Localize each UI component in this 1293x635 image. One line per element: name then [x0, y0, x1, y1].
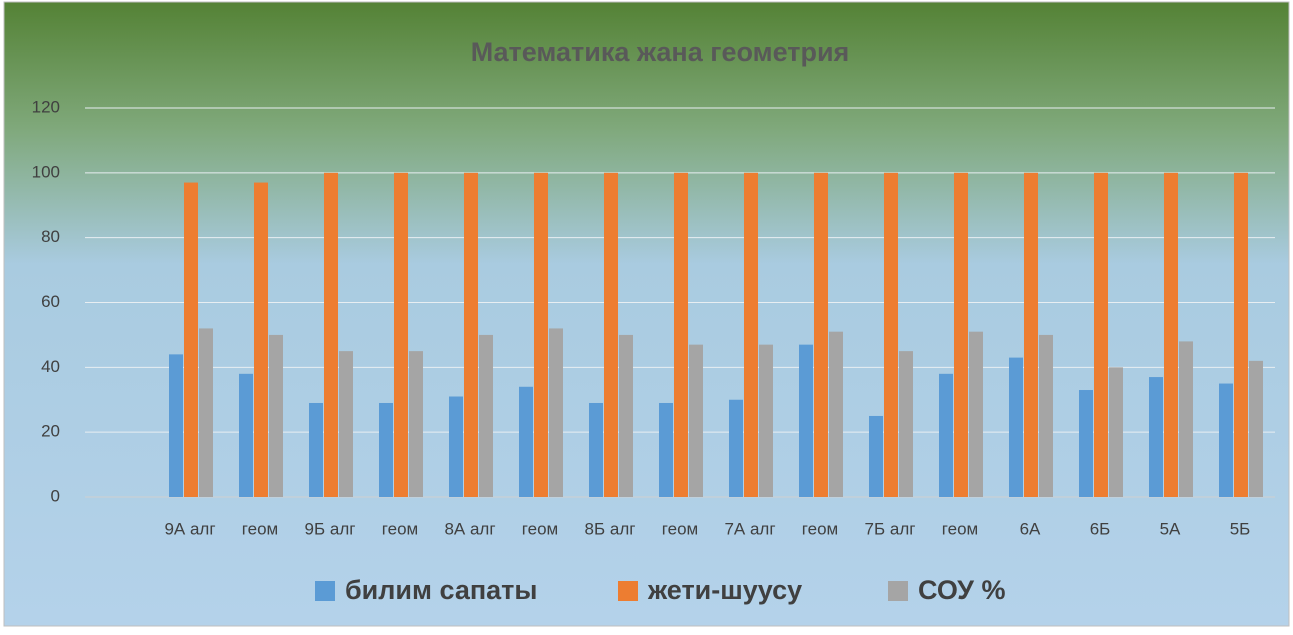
bar	[884, 172, 898, 498]
x-tick-label: геом	[382, 519, 418, 538]
y-tick-label: 40	[41, 357, 60, 376]
legend-swatch	[888, 581, 908, 601]
legend-swatch	[618, 581, 638, 601]
bar	[379, 402, 393, 497]
bar	[1164, 172, 1178, 498]
bar	[829, 331, 843, 497]
bar	[269, 334, 283, 497]
bar	[744, 172, 758, 498]
bar	[589, 402, 603, 497]
bar	[339, 351, 353, 497]
bar	[1179, 341, 1193, 497]
bar	[1009, 357, 1023, 497]
bar	[1234, 172, 1248, 498]
y-tick-label: 0	[51, 486, 60, 505]
bar	[1079, 390, 1093, 497]
bar	[169, 354, 183, 497]
x-tick-label: 5А	[1160, 519, 1181, 538]
bar	[1094, 172, 1108, 498]
bar	[1219, 383, 1233, 497]
bar	[239, 373, 253, 497]
bar	[799, 344, 813, 497]
bar	[939, 373, 953, 497]
bar	[409, 351, 423, 497]
bar	[1149, 377, 1163, 497]
bar	[324, 172, 338, 498]
bar	[729, 399, 743, 497]
bar	[1024, 172, 1038, 498]
x-tick-label: 7А алг	[724, 519, 775, 538]
y-tick-label: 120	[32, 97, 60, 116]
bar	[549, 328, 563, 497]
y-tick-label: 60	[41, 292, 60, 311]
bar	[954, 172, 968, 498]
bar	[659, 402, 673, 497]
chart-title: Математика жана геометрия	[471, 37, 850, 67]
x-tick-label: 9Б алг	[305, 519, 356, 538]
bar	[674, 172, 688, 498]
x-tick-label: 8А алг	[444, 519, 495, 538]
bar	[689, 344, 703, 497]
x-tick-label: 6А	[1020, 519, 1041, 538]
bar	[814, 172, 828, 498]
y-tick-label: 100	[32, 162, 60, 181]
bar	[759, 344, 773, 497]
x-tick-label: 5Б	[1230, 519, 1251, 538]
x-tick-label: геом	[522, 519, 558, 538]
bar	[604, 172, 618, 498]
bar	[519, 386, 533, 497]
x-tick-label: геом	[942, 519, 978, 538]
bar	[464, 172, 478, 498]
y-tick-label: 80	[41, 227, 60, 246]
bar	[869, 415, 883, 497]
x-tick-label: 9А алг	[164, 519, 215, 538]
x-tick-label: 7Б алг	[865, 519, 916, 538]
bar	[619, 334, 633, 497]
y-tick-label: 20	[41, 422, 60, 441]
x-tick-label: геом	[242, 519, 278, 538]
legend-label: жети-шуусу	[647, 575, 802, 605]
bar	[199, 328, 213, 497]
x-tick-label: 8Б алг	[585, 519, 636, 538]
bar	[479, 334, 493, 497]
bar	[184, 182, 198, 497]
x-tick-label: геом	[802, 519, 838, 538]
bar	[449, 396, 463, 497]
bar	[309, 402, 323, 497]
legend-label: билим сапаты	[345, 575, 537, 605]
bar	[534, 172, 548, 498]
bar	[969, 331, 983, 497]
bar	[1039, 334, 1053, 497]
bar	[899, 351, 913, 497]
chart-background	[3, 1, 1290, 627]
bar	[1249, 360, 1263, 497]
bar	[1109, 367, 1123, 497]
legend-label: СОУ %	[918, 575, 1005, 605]
x-tick-label: 6Б	[1090, 519, 1111, 538]
bar	[394, 172, 408, 498]
legend-swatch	[315, 581, 335, 601]
x-tick-label: геом	[662, 519, 698, 538]
bar	[254, 182, 268, 497]
